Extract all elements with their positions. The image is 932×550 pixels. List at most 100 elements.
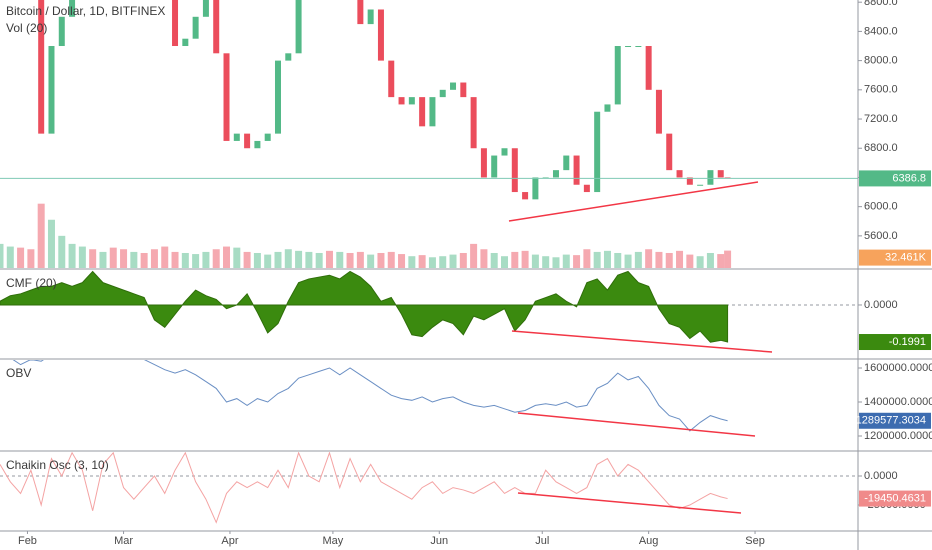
- y-tick-label: 8400.0: [864, 25, 898, 37]
- candle: [614, 46, 621, 105]
- volume-bar: [449, 254, 457, 268]
- volume-bar: [315, 252, 323, 268]
- candle: [480, 148, 487, 178]
- volume-bar: [439, 256, 447, 268]
- candle: [264, 133, 271, 141]
- volume-bar: [212, 249, 220, 268]
- volume-bar: [58, 235, 66, 268]
- volume-bar: [356, 251, 364, 268]
- candle: [367, 9, 374, 25]
- candle: [388, 60, 395, 98]
- volume-bar: [511, 251, 519, 268]
- volume-bar: [130, 251, 138, 268]
- candle: [583, 184, 590, 193]
- candle: [522, 192, 529, 200]
- volume-bar: [367, 254, 375, 268]
- candle: [625, 46, 632, 48]
- candle: [635, 46, 642, 48]
- candle: [295, 0, 302, 54]
- x-tick-label: May: [323, 535, 344, 547]
- value-label: 32.461K: [885, 252, 927, 264]
- candle: [439, 89, 446, 98]
- candle: [511, 148, 518, 193]
- candle: [470, 97, 477, 149]
- candle: [604, 104, 611, 112]
- candle: [244, 133, 251, 149]
- volume-bar: [202, 251, 210, 268]
- value-label-box: [859, 334, 931, 351]
- y-tick-label: 8000.0: [864, 55, 898, 67]
- volume-bar: [192, 254, 200, 268]
- trendline: [508, 181, 759, 222]
- candle: [182, 38, 189, 47]
- volume-bar: [274, 251, 282, 268]
- candle: [563, 155, 570, 171]
- volume-bar: [614, 252, 622, 268]
- cmf-area: [0, 270, 729, 343]
- volume-bar: [665, 252, 673, 268]
- candle: [707, 170, 714, 185]
- volume-bar: [531, 254, 539, 268]
- volume-bar: [583, 249, 591, 268]
- candle: [573, 155, 580, 185]
- volume-bar: [470, 243, 478, 268]
- candle: [38, 0, 45, 134]
- volume-bar: [336, 251, 344, 268]
- candle: [491, 155, 498, 178]
- y-tick-label: 6800.0: [864, 142, 898, 154]
- candle: [274, 60, 281, 134]
- volume-bar: [387, 251, 395, 268]
- volume-bar: [17, 247, 25, 268]
- volume-bar: [706, 252, 714, 268]
- y-tick-label: 7600.0: [864, 84, 898, 96]
- candle: [594, 111, 601, 193]
- candle: [655, 89, 662, 134]
- volume-bar: [552, 257, 560, 268]
- volume-bar: [346, 252, 354, 268]
- candle: [429, 97, 436, 127]
- volume-bar: [645, 249, 653, 268]
- x-tick-label: Jun: [430, 535, 448, 547]
- y-tick-label: 6000.0: [864, 201, 898, 213]
- value-label-box: [859, 249, 931, 266]
- candle: [357, 0, 364, 25]
- volume-bar: [676, 250, 684, 268]
- volume-bar: [253, 252, 261, 268]
- pane-title: CMF (20): [6, 276, 57, 290]
- y-tick-label: 1400000.0000: [864, 396, 932, 408]
- volume-bar: [295, 250, 303, 268]
- candle: [676, 170, 683, 178]
- volume-bar: [655, 251, 663, 268]
- volume-bar: [521, 250, 529, 268]
- y-tick-label: 8800.0: [864, 0, 898, 8]
- candle: [254, 140, 261, 149]
- y-tick-label: 1200000.0000: [864, 430, 932, 442]
- volume-bar: [603, 250, 611, 268]
- volume-bar: [573, 255, 581, 268]
- volume-bar: [408, 256, 416, 268]
- value-label: 1289577.3034: [856, 415, 926, 427]
- y-tick-label: 5600.0: [864, 230, 898, 242]
- candle: [645, 46, 652, 90]
- volume-bar: [634, 251, 642, 268]
- pane-title: OBV: [6, 366, 31, 380]
- indicator-line: [0, 452, 728, 524]
- candle: [192, 16, 199, 39]
- volume-bar: [428, 257, 436, 268]
- candle: [450, 82, 457, 90]
- value-label-box: [859, 412, 931, 429]
- candle: [552, 170, 559, 178]
- volume-bar: [480, 249, 488, 268]
- y-tick-label: 0.0000: [864, 299, 898, 311]
- volume-bar: [724, 250, 732, 268]
- volume-bar: [27, 249, 35, 268]
- volume-bar: [686, 254, 694, 268]
- candle: [69, 0, 76, 17]
- volume-bar: [171, 251, 179, 268]
- x-tick-label: Apr: [221, 535, 238, 547]
- candle: [202, 0, 209, 17]
- volume-bar: [696, 256, 704, 268]
- candle: [213, 0, 220, 54]
